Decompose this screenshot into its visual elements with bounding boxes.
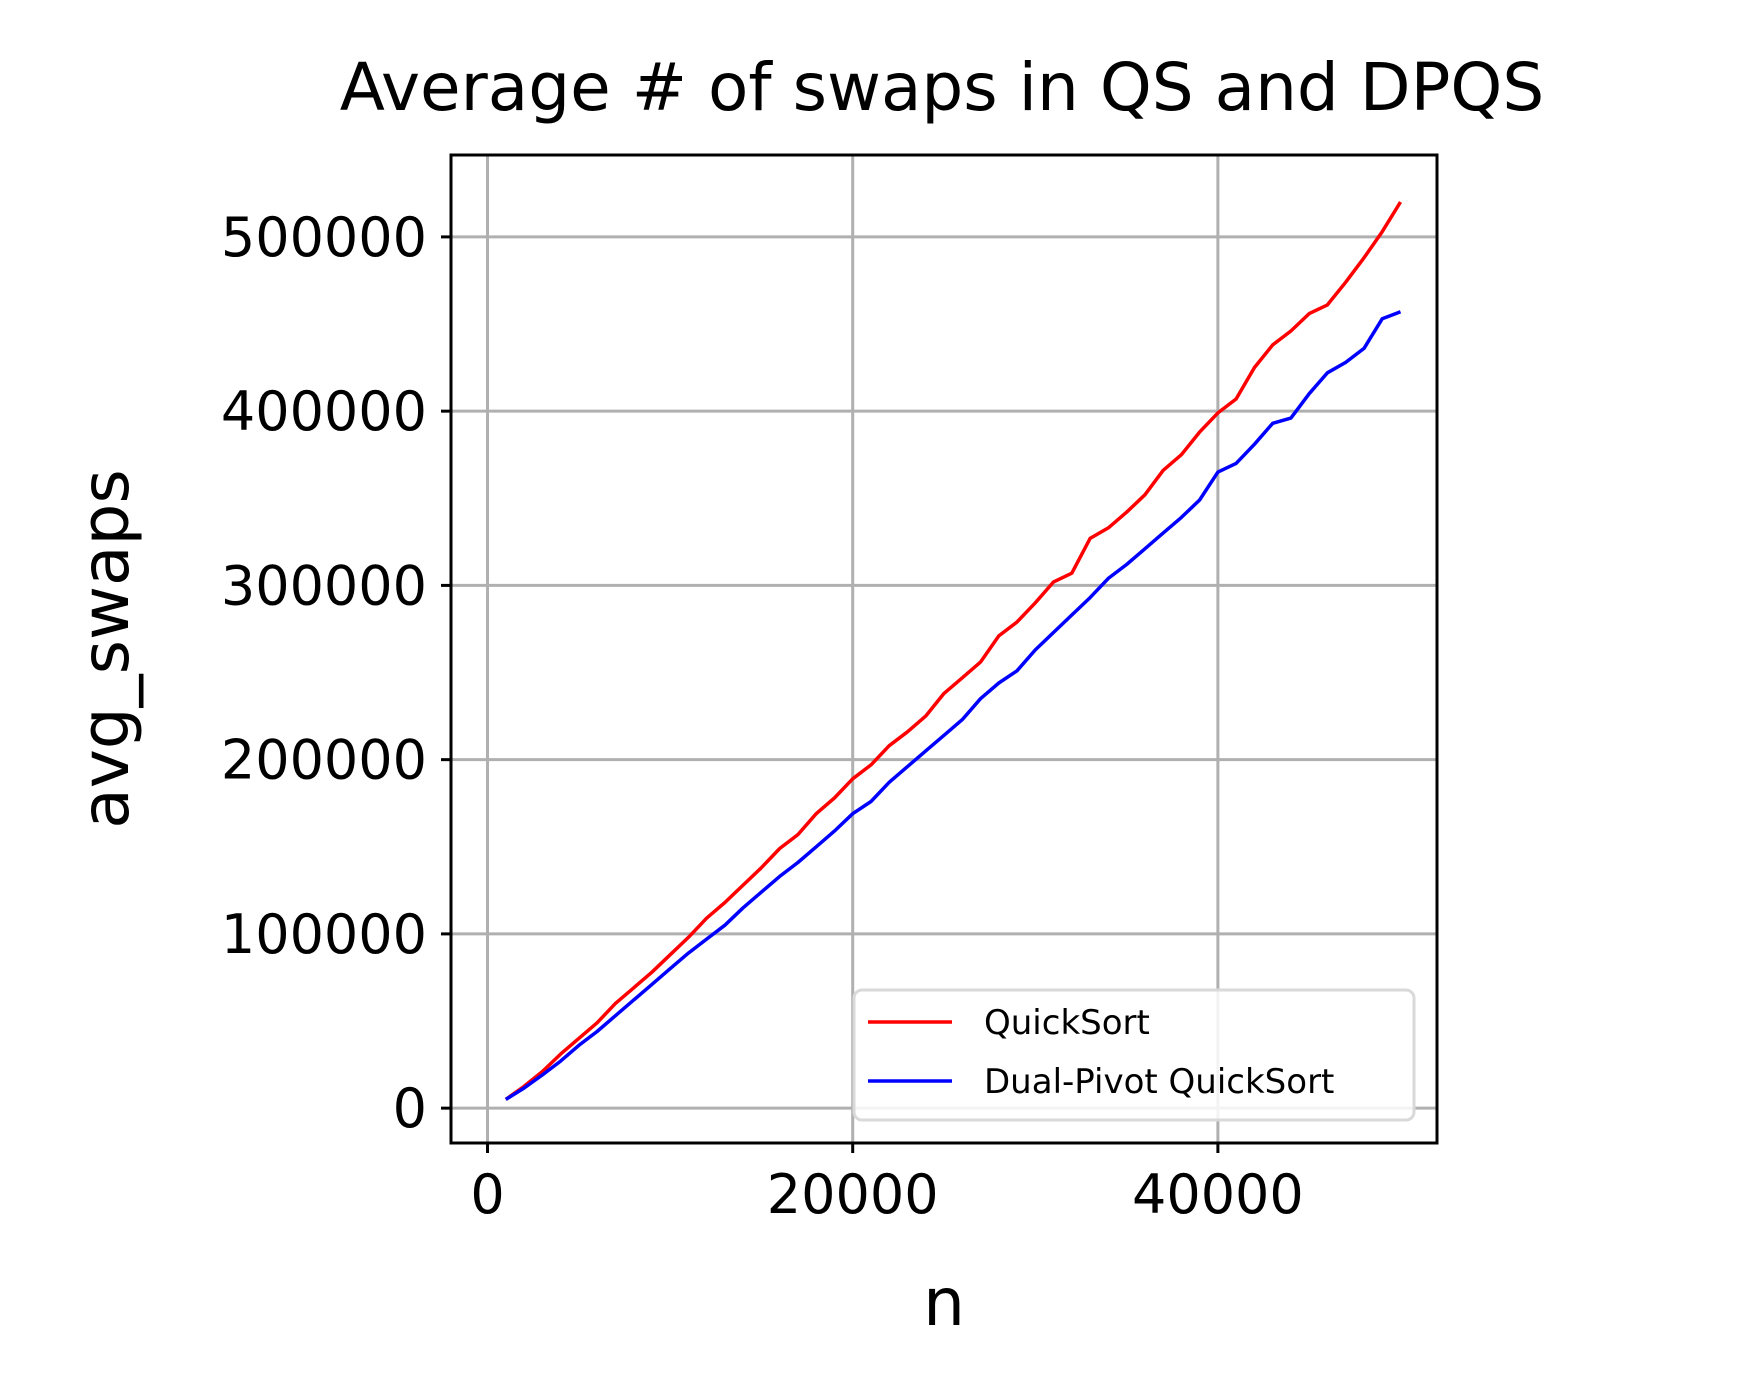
grid	[451, 155, 1437, 1143]
x-axis-label: n	[923, 1264, 965, 1341]
y-axis-label: avg_swaps	[67, 469, 144, 829]
y-tick-label: 100000	[221, 903, 427, 966]
y-tick-label: 0	[393, 1077, 427, 1140]
series-line-quicksort	[504, 201, 1402, 1101]
y-tick-label: 500000	[221, 206, 427, 269]
x-axis: 0 20000 40000	[470, 1143, 1304, 1226]
y-tick-label: 400000	[221, 380, 427, 443]
y-axis: 0 100000 200000 300000 400000 500000	[221, 206, 451, 1140]
y-tick-label: 300000	[221, 554, 427, 617]
legend: QuickSort Dual-Pivot QuickSort	[852, 988, 1416, 1122]
legend-label: QuickSort	[984, 1003, 1150, 1043]
x-tick-label: 20000	[767, 1163, 939, 1226]
y-tick-label: 200000	[221, 729, 427, 792]
chart-title: Average # of swaps in QS and DPQS	[340, 49, 1545, 126]
legend-label: Dual-Pivot QuickSort	[984, 1062, 1334, 1102]
x-tick-label: 40000	[1132, 1163, 1304, 1226]
series-line-dual-pivot-quicksort	[504, 310, 1402, 1101]
series-group	[504, 201, 1402, 1101]
x-tick-label: 0	[470, 1163, 504, 1226]
legend-box	[852, 988, 1416, 1122]
plot-frame	[449, 153, 1439, 1145]
